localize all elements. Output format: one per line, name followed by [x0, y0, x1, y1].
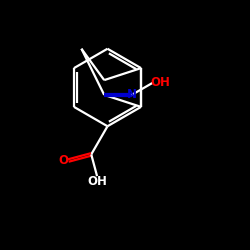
- Text: OH: OH: [150, 76, 170, 89]
- Text: N: N: [127, 88, 137, 102]
- Text: OH: OH: [87, 175, 107, 188]
- Text: O: O: [59, 154, 69, 166]
